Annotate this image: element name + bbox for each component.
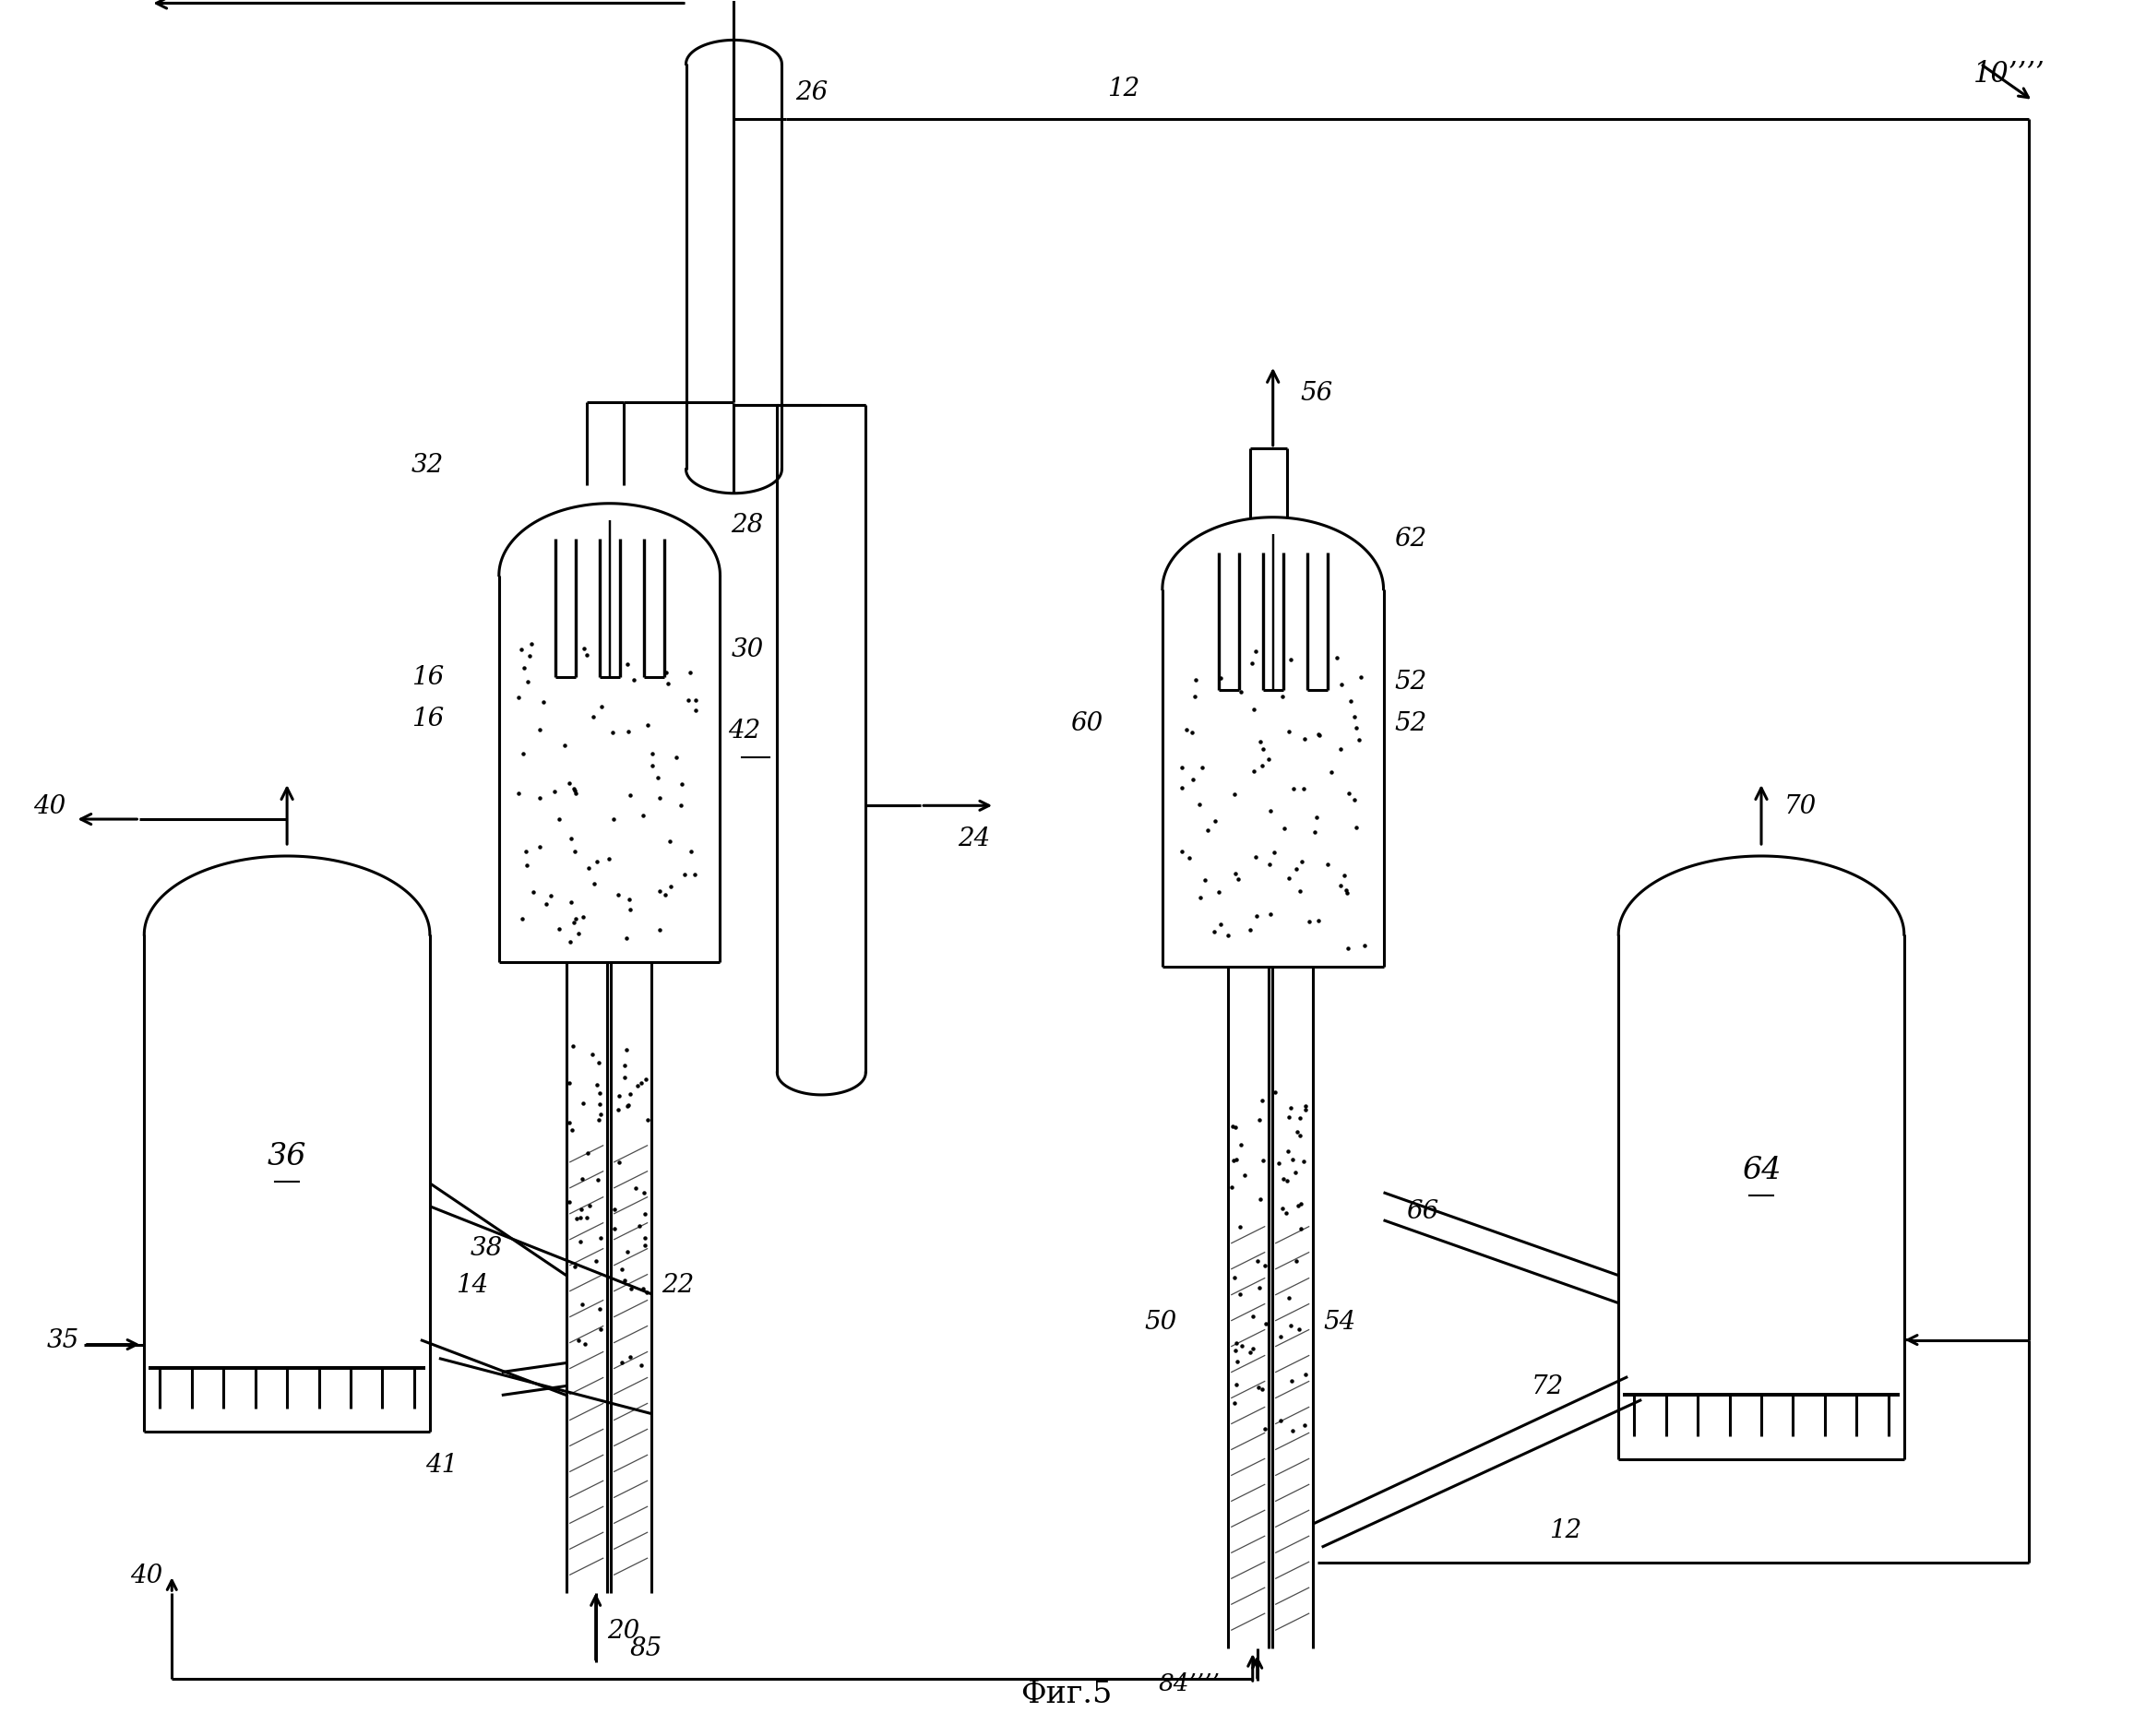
Text: 84’’’’: 84’’’’ [1159, 1672, 1221, 1694]
Text: 40: 40 [130, 1562, 162, 1587]
Text: 42: 42 [728, 719, 760, 743]
Text: 12: 12 [1108, 76, 1140, 102]
Text: 50: 50 [1144, 1309, 1178, 1335]
Text: 41: 41 [425, 1451, 459, 1477]
Text: 62: 62 [1394, 526, 1428, 552]
Text: 70: 70 [1784, 793, 1816, 818]
Text: 56: 56 [1300, 382, 1334, 406]
Text: 40: 40 [34, 793, 66, 818]
Text: 72: 72 [1530, 1373, 1564, 1399]
Text: 32: 32 [412, 453, 444, 477]
Text: 16: 16 [412, 665, 444, 689]
Text: 36: 36 [267, 1141, 307, 1170]
Text: 28: 28 [732, 512, 764, 538]
Text: 52: 52 [1394, 710, 1428, 736]
Text: 20: 20 [606, 1618, 640, 1642]
Text: 12: 12 [1549, 1517, 1581, 1543]
Text: 16: 16 [412, 707, 444, 731]
Text: 14: 14 [455, 1272, 489, 1297]
Text: 54: 54 [1323, 1309, 1355, 1335]
Text: 24: 24 [958, 826, 990, 851]
Text: 30: 30 [732, 637, 764, 661]
Text: Фиг.5: Фиг.5 [1020, 1679, 1112, 1708]
Text: 60: 60 [1069, 710, 1103, 736]
Text: 85: 85 [630, 1635, 664, 1661]
Text: 38: 38 [469, 1236, 504, 1260]
Text: 52: 52 [1394, 670, 1428, 694]
Text: 66: 66 [1406, 1200, 1438, 1224]
Text: 35: 35 [47, 1328, 79, 1352]
Text: 22: 22 [662, 1272, 694, 1297]
Text: 26: 26 [796, 80, 828, 104]
Text: 64: 64 [1741, 1154, 1782, 1184]
Text: 10’’’’: 10’’’’ [1974, 61, 2044, 89]
